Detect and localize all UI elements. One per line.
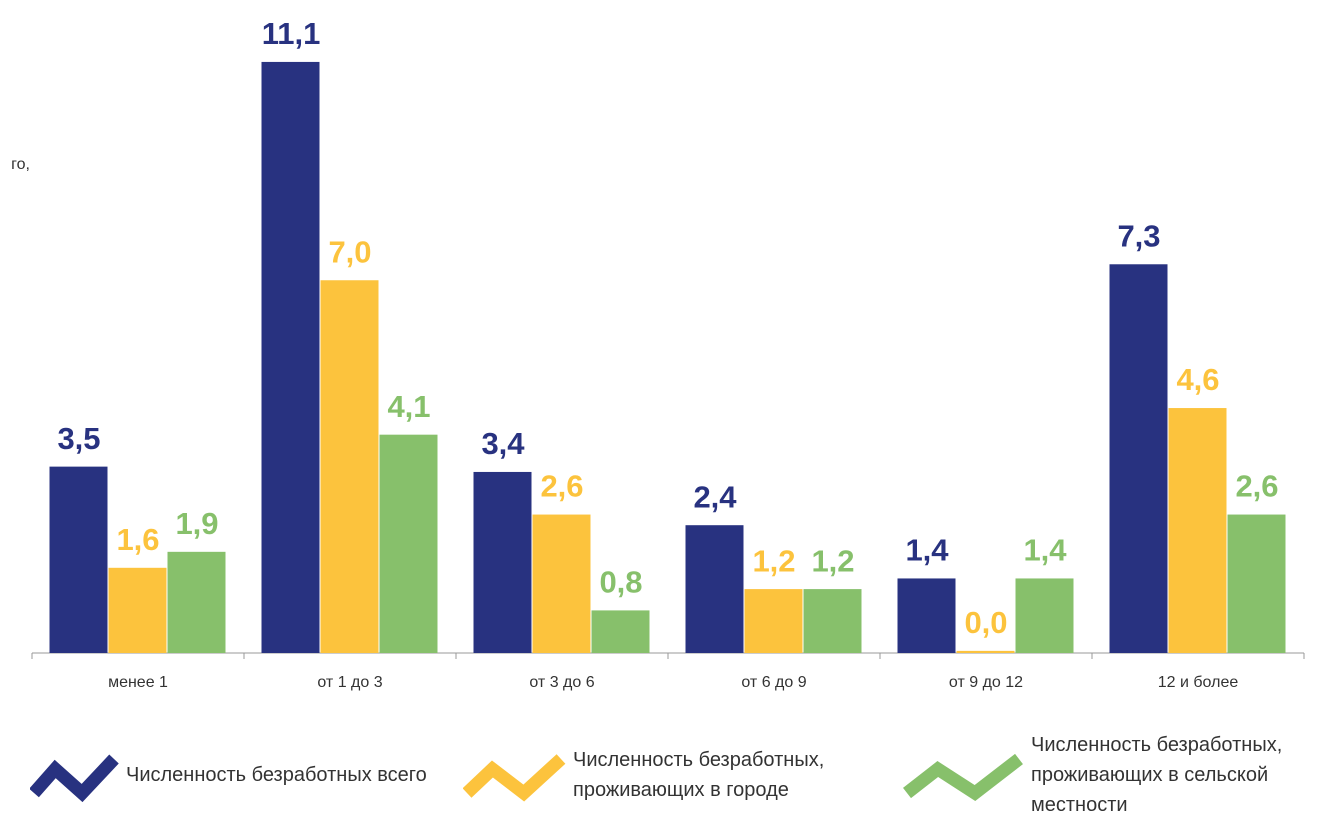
bar	[379, 434, 438, 653]
legend-swatch	[903, 753, 1023, 801]
value-label: 1,9	[175, 506, 218, 541]
bar	[320, 280, 379, 653]
legend-swatch	[30, 754, 119, 803]
bar	[956, 650, 1015, 653]
value-label: 1,6	[116, 522, 159, 557]
bar	[108, 567, 167, 653]
x-tick-label: от 1 до 3	[317, 674, 382, 691]
value-label: 2,4	[693, 479, 737, 514]
plot: го, менее 1 3,5 1,6 1,9 от 1 до 3 11,1 7,0 4,1 о…	[11, 16, 1305, 691]
value-label: 0,0	[964, 605, 1007, 640]
legend-label: Численность безработных, проживающих в г…	[573, 749, 825, 801]
bar	[744, 589, 803, 653]
value-label: 0,8	[599, 565, 642, 600]
value-label: 2,6	[540, 469, 583, 504]
bar	[261, 61, 320, 654]
bar	[532, 514, 591, 653]
bar	[1227, 514, 1286, 653]
annotation: го,	[11, 156, 30, 173]
bar	[591, 610, 650, 653]
value-label: 3,4	[481, 426, 525, 461]
legend-icon	[903, 753, 1023, 801]
value-label: 11,1	[262, 16, 321, 51]
legend-item: Численность безработных всего	[30, 715, 466, 835]
legend-swatch	[463, 754, 566, 802]
value-label: 4,1	[387, 389, 430, 424]
bar	[167, 551, 226, 653]
x-tick-label: 12 и более	[1158, 674, 1239, 691]
x-tick-label: от 6 до 9	[741, 674, 806, 691]
bar	[1168, 408, 1227, 653]
legend-icon	[463, 754, 566, 802]
legend-icon	[30, 754, 119, 803]
value-label: 2,6	[1235, 469, 1278, 504]
bar	[1015, 578, 1074, 653]
value-label: 1,2	[752, 543, 795, 578]
legend-label: Численность безработных, проживающих в с…	[1031, 734, 1283, 816]
value-label: 1,4	[1023, 533, 1067, 568]
legend: Численность безработных всего Численность…	[0, 715, 1340, 835]
legend-label: Численность безработных всего	[126, 764, 427, 786]
legend-item: Численность безработных, проживающих в г…	[463, 715, 923, 835]
x-tick-label: от 3 до 6	[529, 674, 594, 691]
value-label: 4,6	[1176, 362, 1219, 397]
bar	[473, 471, 532, 653]
bar	[49, 466, 108, 653]
x-tick-label: от 9 до 12	[949, 674, 1023, 691]
bar	[685, 525, 744, 653]
value-label: 3,5	[57, 421, 100, 456]
value-label: 7,0	[328, 234, 371, 269]
value-label: 1,4	[905, 533, 949, 568]
bar	[803, 589, 862, 653]
bar	[897, 578, 956, 653]
x-tick-label: менее 1	[108, 674, 168, 691]
value-label: 1,2	[811, 543, 854, 578]
legend-item: Численность безработных, проживающих в с…	[903, 715, 1340, 835]
bar	[1109, 264, 1168, 653]
value-label: 7,3	[1117, 218, 1160, 253]
